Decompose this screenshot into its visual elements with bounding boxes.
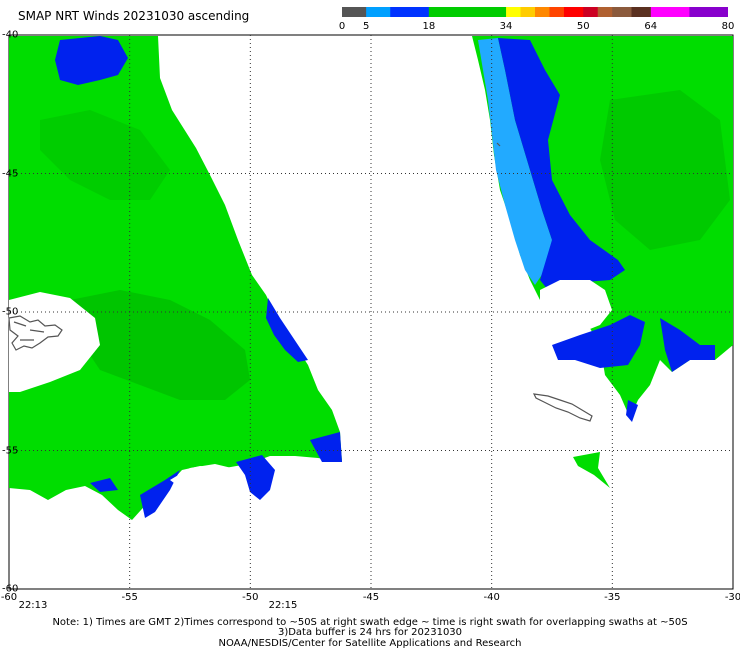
left-swath-gap-south xyxy=(170,464,248,500)
colorbar-segment xyxy=(428,7,507,17)
colorbar-label: 0 xyxy=(338,21,346,32)
colorbar-segment xyxy=(390,7,430,17)
colorbar-label: 34 xyxy=(499,21,513,32)
x-tick-label: -55 xyxy=(121,592,138,603)
right-swath-blue xyxy=(498,38,625,290)
lat-lon-grid xyxy=(9,35,733,589)
x-tick-label: -60 xyxy=(0,592,18,603)
colorbar-segment xyxy=(366,7,391,17)
left-swath-blue-south4 xyxy=(90,478,118,492)
left-swath-blue-east xyxy=(266,298,308,362)
wind-speed-colorbar xyxy=(342,7,728,17)
falkland-islands-outline xyxy=(8,315,63,351)
left-swath-blue-south3 xyxy=(140,470,180,518)
note-line-3: NOAA/NESDIS/Center for Satellite Applica… xyxy=(218,638,522,649)
left-swath-green xyxy=(9,36,342,520)
colorbar-segment xyxy=(506,7,522,17)
right-swath-blue-south xyxy=(552,315,645,368)
right-swath-dark-green xyxy=(600,90,730,250)
colorbar-segment xyxy=(612,7,632,17)
right-swath xyxy=(472,36,733,488)
left-swath-gap-west xyxy=(9,292,100,392)
x-tick-label: -50 xyxy=(242,592,259,603)
y-tick-label: -45 xyxy=(2,168,19,179)
right-swath-blue-east xyxy=(660,318,715,372)
colorbar-label: 50 xyxy=(576,21,590,32)
note-line-1: Note: 1) Times are GMT 2)Times correspon… xyxy=(52,617,688,628)
colorbar-label: 5 xyxy=(362,21,370,32)
left-swath xyxy=(9,36,342,520)
right-swath-gap xyxy=(540,280,612,333)
colorbar-segment xyxy=(597,7,613,17)
time-label-left: 22:13 xyxy=(18,600,48,611)
x-tick-label: -35 xyxy=(604,592,621,603)
left-swath-blue-top xyxy=(55,36,128,85)
right-swath-light-blue xyxy=(478,38,552,285)
y-tick-label: -55 xyxy=(2,445,19,456)
colorbar-segment xyxy=(689,7,728,17)
x-tick-label: -40 xyxy=(483,592,500,603)
colorbar-segment xyxy=(549,7,565,17)
right-swath-blue-tail xyxy=(626,400,638,422)
y-tick-label: -40 xyxy=(2,29,19,41)
left-swath-blue-south1 xyxy=(236,455,275,500)
colorbar-segment xyxy=(650,7,690,17)
colorbar-label: 64 xyxy=(644,21,658,32)
left-swath-dark-green-2 xyxy=(40,110,170,200)
time-label-mid: 22:15 xyxy=(268,600,298,611)
colorbar-segment xyxy=(342,7,367,17)
colorbar-segment xyxy=(535,7,550,17)
south-georgia-outline xyxy=(532,393,593,422)
colorbar-segment xyxy=(520,7,536,17)
colorbar-segment xyxy=(563,7,584,17)
x-tick-label: -30 xyxy=(724,592,740,603)
shag-rocks-mark xyxy=(496,142,501,147)
y-tick-label: -50 xyxy=(2,306,19,318)
map-title: SMAP NRT Winds 20231030 ascending xyxy=(18,9,250,23)
x-tick-label: -45 xyxy=(362,592,380,603)
colorbar-segment xyxy=(631,7,652,17)
note-line-2: 3)Data buffer is 24 hrs for 20231030 xyxy=(277,627,463,638)
colorbar-segment xyxy=(583,7,599,17)
colorbar-label: 18 xyxy=(422,21,436,32)
y-tick-label: -60 xyxy=(2,583,19,595)
colorbar-label: 80 xyxy=(721,21,735,32)
left-swath-blue-south2 xyxy=(310,432,342,462)
right-swath-green-fragment xyxy=(573,452,610,488)
left-swath-dark-green xyxy=(70,290,250,400)
land-outlines xyxy=(8,142,593,422)
